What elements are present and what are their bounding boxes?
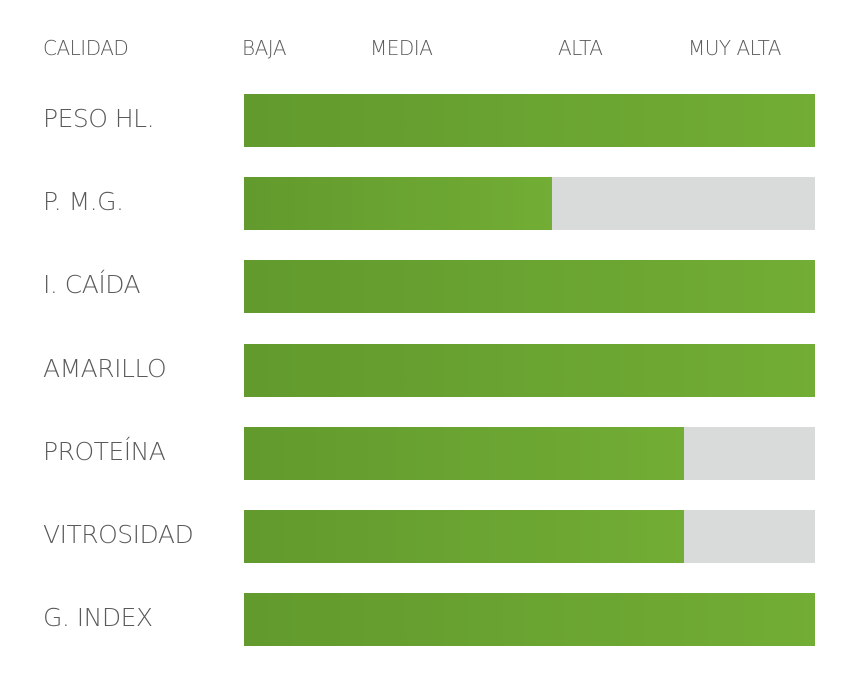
bar-fill-g-index [244,593,815,647]
row-label-p-m-g: P. M.G. [43,187,124,217]
bar-fill-p-m-g [244,177,553,231]
row-label-g-index: G. INDEX [43,603,153,633]
level-label-media: MEDIA [370,36,433,60]
bar-fill-amarillo [244,343,815,397]
row-label-i-caida: I. CAÍDA [43,270,141,300]
row-label-amarillo: AMARILLO [43,353,167,383]
bar-fill-vitrosidad [244,510,684,563]
bar-fill-i-caida [244,260,815,314]
level-label-alta: ALTA [558,36,603,60]
bar-track-i-caida [244,260,815,314]
level-label-muy-alta: MUY ALTA [688,36,781,60]
header-label: CALIDAD [43,36,129,60]
row-label-vitrosidad: VITROSIDAD [43,520,194,549]
bar-track-amarillo [244,343,815,397]
bar-track-g-index [244,593,815,647]
level-label-baja: BAJA [242,36,287,60]
row-label-peso-hl: PESO HL. [43,104,155,133]
bar-fill-peso-hl [244,94,815,147]
bar-fill-proteina [244,426,684,480]
bar-track-p-m-g [244,177,815,231]
bar-track-peso-hl [244,94,815,147]
bar-track-vitrosidad [244,510,815,563]
bar-track-proteina [244,426,815,480]
row-label-proteina: PROTEÍNA [43,436,166,466]
